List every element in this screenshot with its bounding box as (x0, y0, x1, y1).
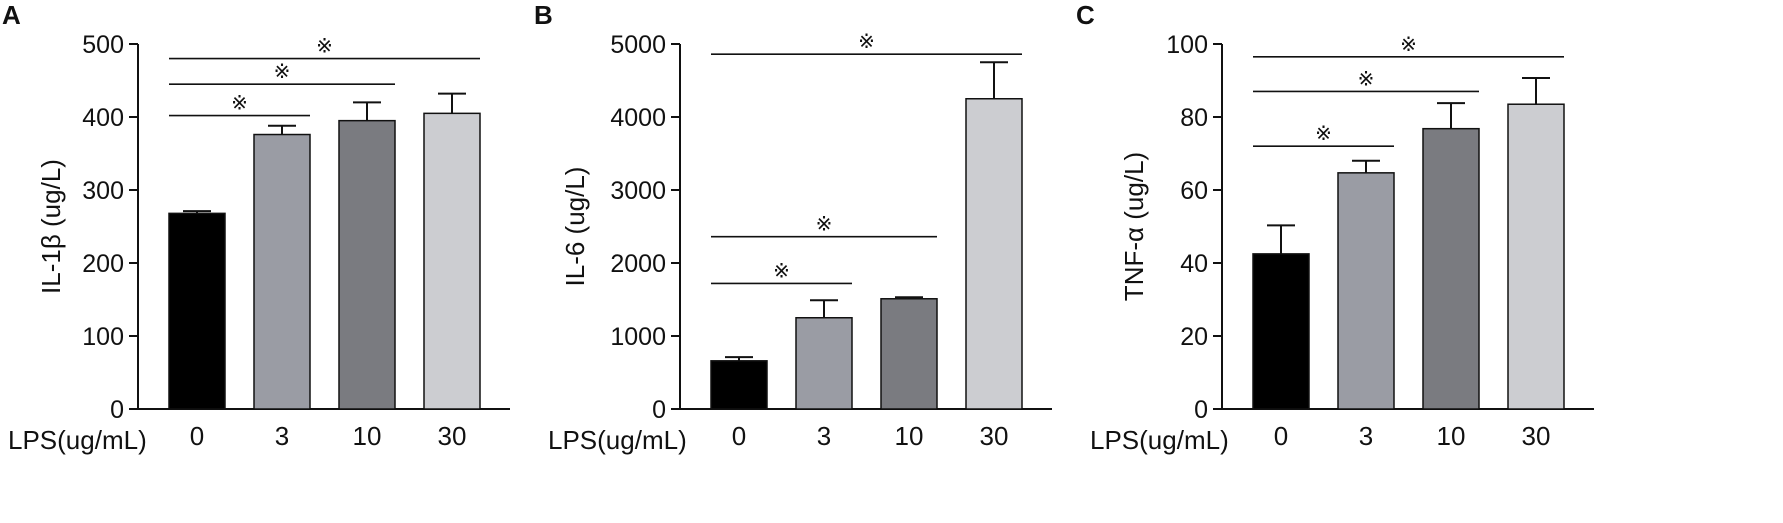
y-tick-label: 100 (1166, 31, 1208, 59)
significance-mark: ※ (1358, 68, 1375, 90)
x-tick-label: 0 (1274, 421, 1288, 451)
significance-mark: ※ (816, 214, 833, 236)
y-tick-label: 300 (82, 177, 124, 205)
y-tick-label: 60 (1180, 177, 1208, 205)
y-tick-label: 40 (1180, 250, 1208, 278)
y-tick-label: 20 (1180, 323, 1208, 351)
y-tick-label: 500 (82, 31, 124, 59)
panel-label: C (1076, 0, 1095, 30)
bar (710, 360, 768, 410)
panel-label: A (2, 0, 21, 30)
x-axis-label: LPS(ug/mL) (1090, 425, 1229, 455)
x-tick-label: 30 (438, 421, 467, 451)
x-tick-label: 0 (732, 421, 746, 451)
panel-label: B (534, 0, 553, 30)
significance-mark: ※ (274, 61, 291, 83)
x-tick-label: 0 (190, 421, 204, 451)
y-axis-label: IL-6 (ug/L) (560, 167, 590, 287)
y-tick-label: 400 (82, 104, 124, 132)
bar (253, 133, 311, 410)
y-tick-label: 0 (1194, 396, 1208, 424)
bar (1252, 253, 1310, 410)
x-tick-label: 30 (980, 421, 1009, 451)
significance-mark: ※ (773, 260, 790, 282)
x-tick-label: 10 (895, 421, 924, 451)
x-tick-label: 10 (1437, 421, 1466, 451)
x-tick-label: 30 (1522, 421, 1551, 451)
x-axis-label: LPS(ug/mL) (8, 425, 147, 455)
y-tick-label: 4000 (610, 104, 666, 132)
bar (795, 317, 853, 410)
y-tick-label: 0 (652, 396, 666, 424)
bar (168, 212, 226, 410)
y-axis-label: IL-1β (ug/L) (36, 159, 66, 294)
significance-mark: ※ (858, 31, 875, 53)
significance-mark: ※ (231, 93, 248, 115)
bar (338, 119, 396, 410)
bar (965, 98, 1023, 410)
bar (1337, 172, 1395, 410)
y-tick-label: 1000 (610, 323, 666, 351)
bar (880, 298, 938, 410)
y-tick-label: 5000 (610, 31, 666, 59)
y-tick-label: 3000 (610, 177, 666, 205)
y-tick-label: 100 (82, 323, 124, 351)
bar (1422, 127, 1480, 410)
significance-mark: ※ (1315, 123, 1332, 145)
x-tick-label: 10 (353, 421, 382, 451)
y-axis-label: TNF-α (ug/L) (1119, 152, 1149, 301)
x-tick-label: 3 (817, 421, 831, 451)
y-tick-label: 200 (82, 250, 124, 278)
y-tick-label: 80 (1180, 104, 1208, 132)
bar (1507, 103, 1565, 410)
bar (423, 112, 481, 410)
y-tick-label: 0 (110, 396, 124, 424)
significance-mark: ※ (1400, 34, 1417, 56)
x-tick-label: 3 (1359, 421, 1373, 451)
y-tick-label: 2000 (610, 250, 666, 278)
significance-mark: ※ (316, 36, 333, 58)
x-tick-label: 3 (275, 421, 289, 451)
x-axis-label: LPS(ug/mL) (548, 425, 687, 455)
